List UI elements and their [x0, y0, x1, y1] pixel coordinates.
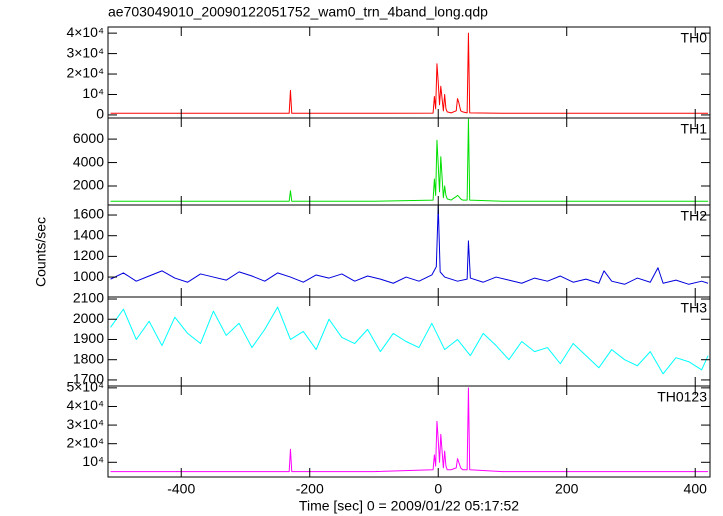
y-tick-label: 4×10⁴ — [66, 397, 104, 413]
y-tick-label: 2×10⁴ — [66, 65, 104, 81]
chart-title: ae703049010_20090122051752_wam0_trn_4ban… — [108, 4, 488, 20]
y-tick-label: 5×10⁴ — [66, 379, 104, 395]
panel-label: TH2 — [681, 208, 708, 224]
y-tick-label: 2100 — [73, 290, 104, 306]
y-tick-label: 0 — [96, 106, 104, 122]
x-tick-label: -400 — [167, 481, 195, 497]
y-tick-label: 2000 — [73, 310, 104, 326]
panel-label: TH1 — [681, 121, 708, 137]
data-line — [110, 205, 709, 285]
y-tick-label: 1600 — [73, 206, 104, 222]
y-tick-label: 2000 — [73, 177, 104, 193]
panel-label: TH0123 — [657, 389, 707, 405]
y-tick-label: 10⁴ — [82, 453, 104, 469]
x-axis-label: Time [sec] 0 = 2009/01/22 05:17:52 — [299, 498, 519, 514]
y-tick-label: 1700 — [73, 371, 104, 387]
data-line — [110, 32, 709, 114]
y-tick-label: 10⁴ — [82, 85, 104, 101]
x-tick-label: 200 — [555, 481, 579, 497]
y-tick-label: 4000 — [73, 153, 104, 169]
x-tick-label: -200 — [296, 481, 324, 497]
y-tick-label: 3×10⁴ — [66, 416, 104, 432]
data-line — [110, 387, 709, 473]
panel-frame — [107, 385, 711, 478]
y-tick-label: 2×10⁴ — [66, 434, 104, 450]
x-tick-label: 0 — [434, 481, 442, 497]
panel-label: TH3 — [681, 300, 708, 316]
y-tick-label: 3×10⁴ — [66, 44, 104, 60]
data-line — [110, 306, 709, 375]
y-tick-label: 1000 — [73, 268, 104, 284]
y-tick-label: 1900 — [73, 330, 104, 346]
y-tick-label: 6000 — [73, 130, 104, 146]
y-tick-label: 1400 — [73, 226, 104, 242]
y-tick-label: 4×10⁴ — [66, 24, 104, 40]
data-line — [110, 118, 709, 202]
y-axis-label: Counts/sec — [33, 217, 49, 287]
panel-frame — [107, 26, 711, 119]
panel-frame — [107, 117, 711, 206]
y-tick-label: 1800 — [73, 350, 104, 366]
panel-label: TH0 — [681, 30, 708, 46]
x-tick-label: 400 — [684, 481, 708, 497]
y-tick-label: 1200 — [73, 247, 104, 263]
